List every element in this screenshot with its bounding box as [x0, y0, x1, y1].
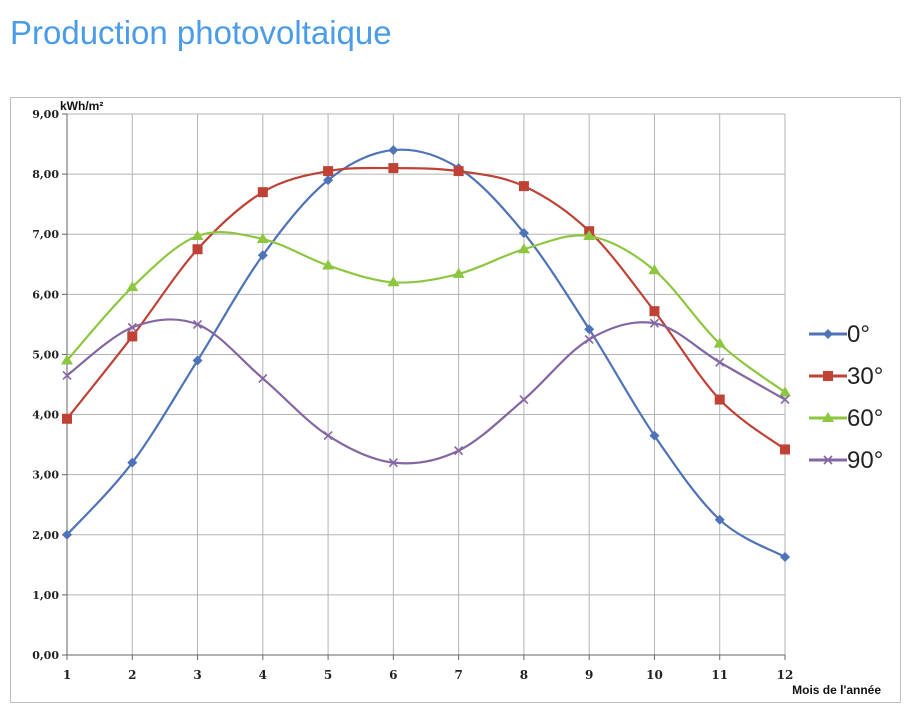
data-point — [452, 267, 465, 278]
y-tick-label: 2,00 — [32, 529, 59, 542]
series-line — [66, 231, 786, 394]
chart-frame: 0,00 1,00 2,00 3,00 4,00 5,00 6,00 7,00 8,00 9,00… — [10, 97, 901, 703]
data-point — [323, 166, 334, 177]
y-tick-label: 9,00 — [32, 108, 59, 121]
data-point — [62, 529, 72, 540]
data-point — [322, 259, 335, 270]
data-point — [127, 457, 138, 468]
series-line — [66, 318, 786, 465]
series-0 — [62, 145, 790, 563]
data-point — [715, 357, 725, 367]
data-point — [584, 324, 595, 335]
data-point — [126, 281, 139, 292]
data-point — [257, 250, 268, 261]
x-axis-label: Mois de l'année — [792, 683, 881, 697]
data-point — [387, 276, 400, 287]
y-tick-label: 1,00 — [32, 589, 59, 602]
data-point — [62, 413, 72, 424]
legend-marker — [823, 329, 833, 339]
data-point — [780, 552, 790, 563]
y-tick-label: 3,00 — [32, 469, 59, 482]
data-point — [323, 431, 333, 441]
line-chart: 0,00 1,00 2,00 3,00 4,00 5,00 6,00 7,00 8,00 9,00… — [32, 99, 883, 697]
data-point — [192, 355, 203, 366]
data-point — [517, 243, 530, 254]
legend-marker — [822, 412, 834, 422]
y-tick-label: 5,00 — [32, 348, 59, 361]
data-point — [649, 430, 660, 441]
ticks: 0,00 1,00 2,00 3,00 4,00 5,00 6,00 7,00 8,00 9,00… — [32, 108, 793, 682]
x-tick-label: 1 — [63, 668, 71, 682]
data-point — [61, 354, 73, 365]
page-title: Production photovoltaique — [10, 14, 392, 51]
data-point — [780, 394, 790, 405]
legend-marker — [823, 371, 833, 381]
legend-item: 30° — [809, 363, 883, 390]
x-tick-label: 8 — [520, 668, 528, 682]
series-2 — [61, 230, 791, 397]
data-point — [649, 306, 660, 317]
x-tick-label: 6 — [389, 668, 397, 682]
data-point — [518, 181, 529, 192]
series-layer — [61, 145, 791, 563]
data-point — [258, 373, 268, 384]
data-point — [454, 446, 464, 456]
x-tick-label: 2 — [128, 668, 136, 682]
data-point — [127, 322, 137, 332]
data-point — [583, 230, 596, 241]
data-point — [584, 334, 594, 344]
data-point — [713, 337, 726, 348]
data-point — [388, 163, 399, 174]
data-point — [191, 230, 204, 241]
y-tick-label: 7,00 — [32, 228, 59, 241]
data-point — [780, 444, 790, 455]
y-axis-label: kWh/m² — [60, 99, 103, 113]
legend: 0° 30° 60° 90° — [809, 321, 883, 474]
y-tick-label: 0,00 — [32, 649, 59, 662]
legend-label: 60° — [847, 405, 883, 432]
x-tick-label: 7 — [454, 668, 462, 682]
data-point — [388, 145, 399, 156]
legend-marker — [823, 455, 833, 465]
data-point — [519, 394, 529, 405]
y-tick-label: 4,00 — [32, 409, 59, 422]
legend-label: 30° — [847, 363, 883, 390]
legend-item: 0° — [809, 321, 870, 348]
data-point — [323, 175, 334, 186]
data-point — [192, 244, 203, 255]
data-point — [714, 394, 725, 405]
data-point — [62, 370, 72, 381]
y-tick-label: 6,00 — [32, 288, 59, 301]
series-line — [66, 148, 786, 558]
x-tick-label: 10 — [646, 668, 663, 682]
data-point — [257, 187, 268, 198]
legend-item: 60° — [809, 405, 883, 432]
data-point — [127, 331, 138, 342]
legend-label: 0° — [847, 321, 870, 348]
data-point — [453, 166, 464, 177]
legend-item: 90° — [809, 447, 883, 474]
data-point — [714, 514, 725, 525]
data-point — [256, 233, 269, 244]
data-point — [649, 318, 660, 328]
x-tick-label: 4 — [259, 668, 267, 682]
series-3 — [62, 318, 790, 468]
legend-label: 90° — [847, 447, 883, 474]
series-line — [66, 166, 786, 451]
data-point — [648, 264, 661, 275]
series-1 — [62, 163, 790, 455]
data-point — [779, 386, 791, 397]
data-point — [388, 458, 398, 468]
x-tick-label: 5 — [324, 668, 332, 682]
y-tick-label: 8,00 — [32, 168, 59, 181]
data-point — [192, 319, 203, 329]
x-tick-label: 9 — [585, 668, 593, 682]
x-tick-label: 3 — [193, 668, 201, 682]
data-point — [518, 228, 529, 239]
x-tick-label: 11 — [711, 668, 728, 682]
x-tick-label: 12 — [777, 668, 794, 682]
grid — [62, 113, 786, 660]
